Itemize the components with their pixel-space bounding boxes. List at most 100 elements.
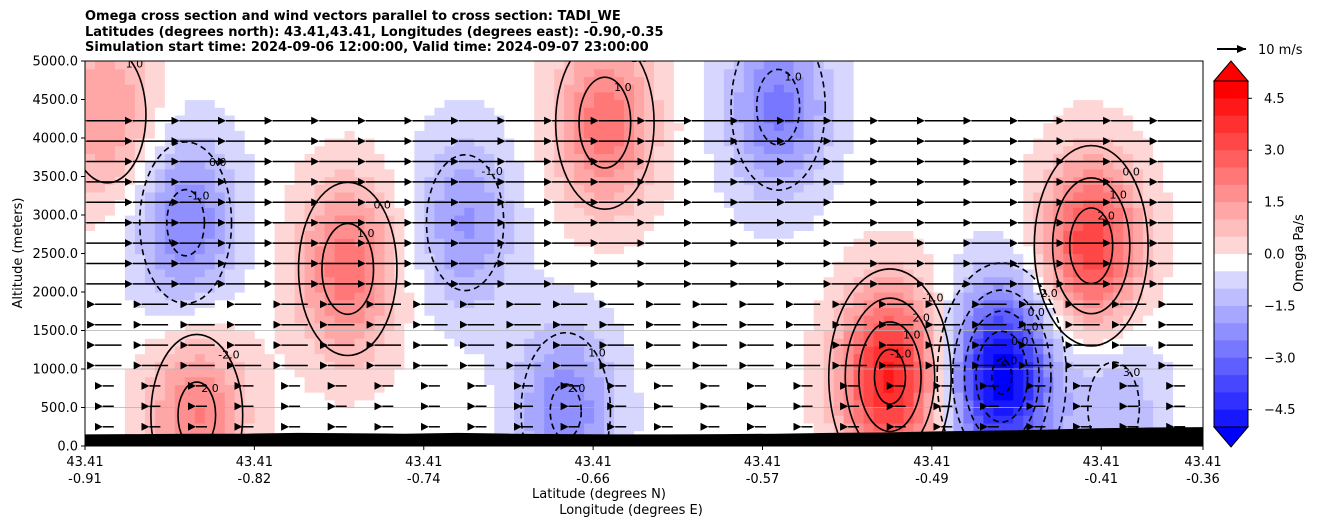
omega-cell	[843, 114, 855, 124]
omega-cell	[993, 276, 1004, 285]
omega-cell	[194, 76, 206, 85]
omega-cell	[683, 114, 695, 124]
omega-cell	[434, 345, 445, 355]
omega-cell	[554, 399, 565, 409]
omega-cell	[604, 207, 615, 216]
omega-cell	[574, 322, 585, 332]
omega-cell	[803, 61, 815, 70]
omega-cell	[424, 315, 435, 324]
omega-cell	[504, 369, 515, 378]
omega-cell	[554, 99, 565, 108]
omega-cell	[264, 184, 276, 193]
omega-cell	[913, 176, 925, 185]
omega-cell	[344, 184, 356, 193]
omega-cell	[1003, 199, 1014, 208]
omega-cell	[284, 268, 296, 278]
omega-cell	[374, 161, 386, 170]
omega-cell	[943, 76, 955, 85]
omega-cell	[693, 107, 705, 116]
omega-cell	[634, 330, 645, 339]
omega-cell	[823, 184, 835, 193]
omega-cell	[773, 61, 785, 70]
omega-cell	[214, 84, 226, 93]
omega-cell	[134, 107, 146, 116]
omega-cell	[214, 345, 226, 355]
omega-cell	[584, 338, 595, 347]
omega-cell	[234, 138, 246, 147]
omega-cell	[753, 199, 765, 208]
omega-cell	[304, 307, 316, 316]
omega-cell	[913, 307, 925, 316]
omega-cell	[284, 322, 296, 332]
omega-cell	[863, 268, 875, 278]
omega-cell	[624, 84, 635, 93]
omega-cell	[873, 207, 885, 216]
omega-cell	[184, 230, 196, 239]
omega-cell	[364, 61, 376, 70]
omega-cell	[464, 107, 475, 116]
omega-cell	[993, 261, 1004, 270]
omega-cell	[144, 207, 156, 216]
omega-cell	[823, 130, 835, 139]
omega-cell	[673, 91, 685, 101]
omega-cell	[414, 330, 425, 339]
omega-cell	[95, 145, 106, 154]
omega-cell	[783, 261, 795, 270]
omega-cell	[134, 161, 146, 170]
omega-cell	[404, 207, 415, 216]
omega-cell	[943, 376, 955, 385]
omega-cell	[833, 114, 845, 124]
omega-cell	[883, 138, 895, 147]
omega-cell	[574, 84, 585, 93]
omega-cell	[803, 168, 815, 178]
omega-cell	[254, 138, 266, 147]
omega-cell	[823, 299, 835, 308]
omega-cell	[753, 315, 765, 324]
omega-cell	[973, 407, 984, 416]
omega-cell	[154, 61, 166, 70]
omega-cell	[753, 292, 765, 301]
omega-cell	[843, 345, 855, 355]
omega-cell	[1043, 407, 1054, 416]
omega-cell	[384, 253, 396, 262]
omega-cell	[1063, 369, 1074, 378]
omega-cell	[114, 345, 126, 355]
omega-cell	[244, 153, 256, 162]
omega-cell	[194, 153, 206, 162]
omega-cell	[1073, 191, 1084, 201]
omega-cell	[494, 376, 505, 385]
omega-cell	[773, 338, 785, 347]
omega-cell	[95, 207, 106, 216]
omega-cell	[723, 361, 735, 370]
omega-cell	[654, 107, 665, 116]
omega-cell	[1053, 138, 1064, 147]
omega-cell	[494, 184, 505, 193]
omega-cell	[923, 392, 935, 401]
omega-cell	[903, 284, 915, 293]
omega-cell	[923, 84, 935, 93]
omega-cell	[204, 392, 216, 401]
omega-cell	[194, 353, 206, 362]
omega-cell	[673, 268, 685, 278]
omega-cell	[614, 207, 625, 216]
omega-cell	[933, 161, 945, 170]
omega-cell	[374, 61, 386, 70]
omega-cell	[723, 168, 735, 178]
omega-cell	[703, 238, 715, 247]
omega-cell	[464, 91, 475, 101]
omega-cell	[364, 207, 376, 216]
omega-cell	[594, 61, 605, 70]
omega-cell	[444, 315, 455, 324]
omega-cell	[594, 84, 605, 93]
omega-cell	[274, 315, 286, 324]
omega-cell	[753, 230, 765, 239]
omega-cell	[693, 292, 705, 301]
omega-cell	[803, 369, 815, 378]
omega-cell	[194, 307, 206, 316]
omega-cell	[294, 184, 306, 193]
omega-cell	[793, 330, 805, 339]
omega-cell	[893, 145, 905, 154]
omega-cell	[1063, 91, 1074, 101]
omega-cell	[644, 307, 655, 316]
omega-cell	[324, 276, 336, 285]
